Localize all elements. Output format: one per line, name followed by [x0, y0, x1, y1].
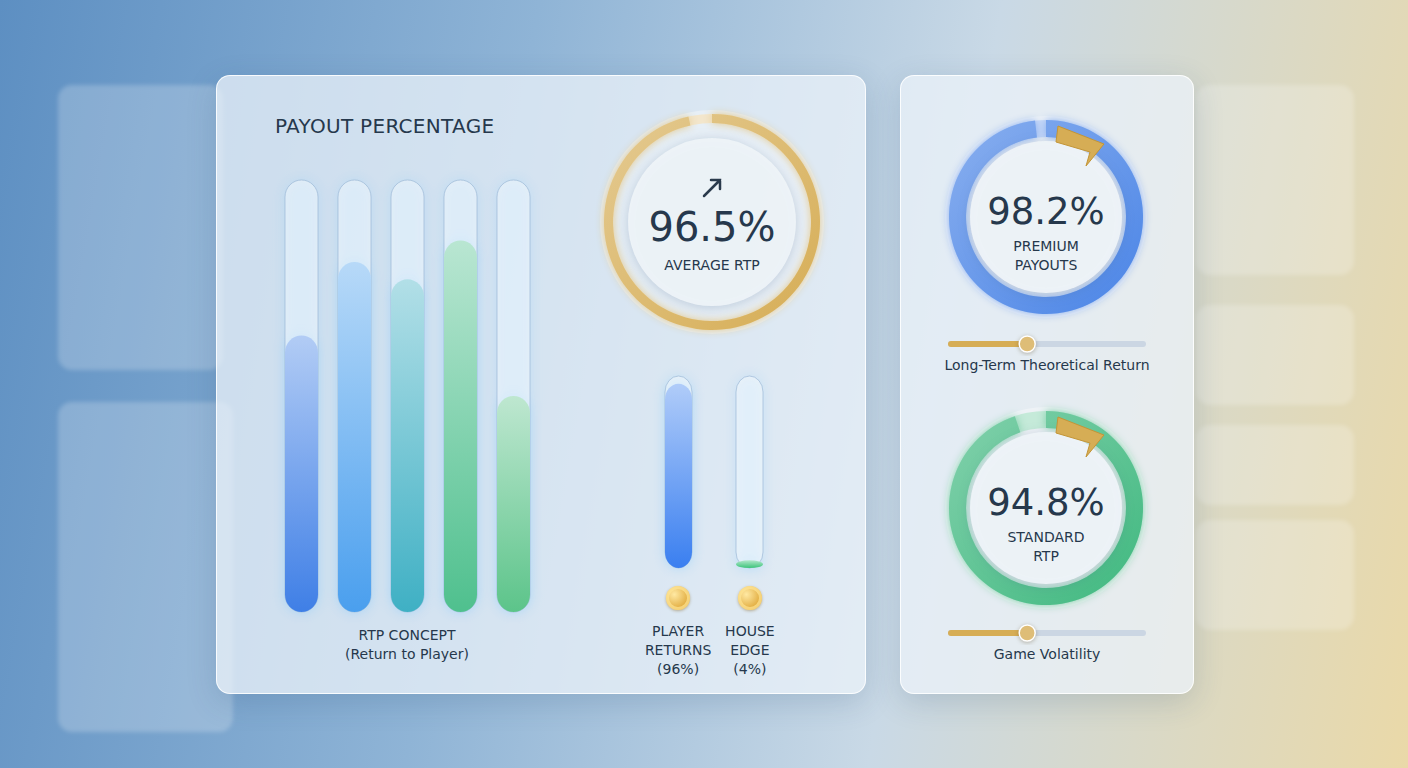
svg-text:94.8%: 94.8%: [987, 481, 1105, 524]
html-text:HOUSE: HOUSE: [725, 623, 775, 639]
html-text:RTP CONCEPT: RTP CONCEPT: [358, 627, 456, 643]
svg-text:96.5%: 96.5%: [648, 204, 775, 250]
svg-text:AVERAGE RTP: AVERAGE RTP: [664, 257, 759, 273]
html-text:EDGE: EDGE: [730, 642, 770, 658]
html-text:(Return to Player): (Return to Player): [345, 646, 469, 662]
html-text:Long-Term Theoretical Return: Long-Term Theoretical Return: [944, 357, 1150, 373]
html-text:PAYOUT PERCENTAGE: PAYOUT PERCENTAGE: [275, 114, 495, 138]
svg-text:STANDARD: STANDARD: [1007, 529, 1084, 545]
svg-text:PAYOUTS: PAYOUTS: [1015, 257, 1078, 273]
html-text:(4%): (4%): [733, 661, 767, 677]
html-text:Game Volatility: Game Volatility: [993, 646, 1101, 662]
svg-text:RTP: RTP: [1033, 548, 1059, 564]
html-text:(96%): (96%): [657, 661, 700, 677]
html-text:PLAYER: PLAYER: [652, 623, 705, 639]
svg-text:98.2%: 98.2%: [987, 190, 1105, 233]
svg-text:PREMIUM: PREMIUM: [1013, 238, 1079, 254]
html-text:RETURNS: RETURNS: [644, 642, 712, 658]
